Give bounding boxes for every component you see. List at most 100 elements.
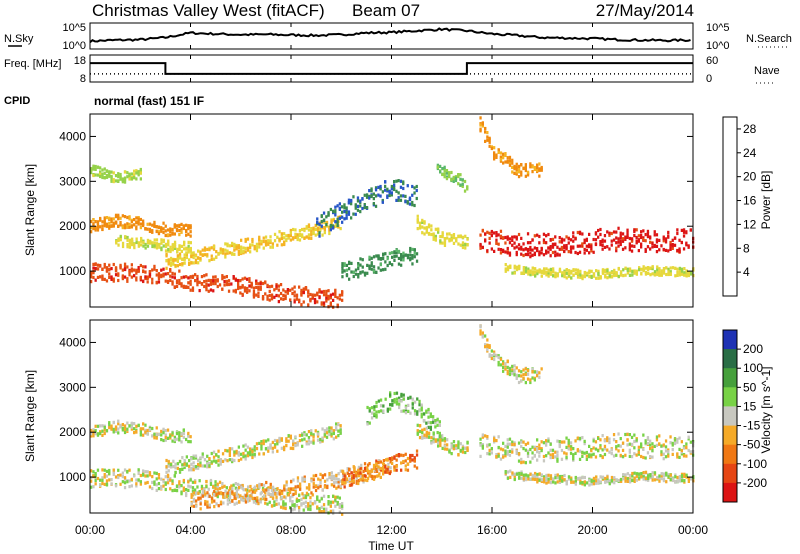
- range-cell: [538, 162, 541, 166]
- range-cell: [325, 427, 329, 431]
- range-cell: [400, 409, 403, 413]
- range-cell: [685, 473, 688, 477]
- range-cell: [633, 476, 636, 480]
- range-cell: [682, 454, 686, 458]
- range-cell: [429, 412, 432, 416]
- range-cell: [199, 500, 202, 504]
- range-cell: [646, 245, 650, 249]
- band-0: [90, 468, 344, 516]
- range-cell: [185, 223, 188, 227]
- range-cell: [212, 275, 215, 279]
- range-cell: [255, 488, 258, 492]
- range-cell: [250, 492, 253, 496]
- range-cell: [189, 275, 192, 279]
- range-cell: [594, 242, 598, 246]
- range-cell: [121, 241, 125, 245]
- range-cell: [244, 237, 247, 242]
- range-cell: [461, 444, 465, 448]
- range-cell: [320, 219, 323, 224]
- range-cell: [690, 272, 693, 276]
- range-cell: [296, 233, 299, 237]
- range-cell: [289, 490, 292, 495]
- range-cell: [157, 225, 161, 230]
- range-cell: [545, 267, 548, 271]
- range-cell: [570, 276, 573, 280]
- range-cell: [213, 493, 216, 497]
- range-cell: [619, 236, 622, 240]
- range-cell: [556, 245, 559, 249]
- range-cell: [119, 175, 122, 179]
- range-cell: [411, 247, 414, 251]
- range-cell: [543, 475, 546, 479]
- range-cell: [293, 285, 296, 289]
- range-cell: [286, 290, 289, 294]
- range-cell: [610, 275, 614, 279]
- range-cell: [382, 472, 385, 476]
- range-cell: [164, 272, 167, 276]
- range-cell: [187, 224, 190, 228]
- range-cell: [165, 465, 168, 469]
- range-cell: [647, 271, 650, 275]
- range-cell: [393, 250, 396, 254]
- range-cell: [531, 272, 534, 276]
- range-cell: [182, 488, 185, 492]
- range-cell: [139, 217, 142, 222]
- range-cell: [260, 440, 263, 444]
- range-cell: [388, 457, 391, 461]
- range-cell: [533, 454, 536, 458]
- range-cell: [391, 461, 394, 465]
- range-cell: [296, 485, 300, 489]
- range-cell: [123, 481, 127, 485]
- range-cell: [235, 245, 238, 249]
- range-cell: [173, 246, 177, 250]
- range-cell: [114, 429, 118, 433]
- range-cell: [493, 350, 496, 354]
- range-cell: [275, 284, 278, 288]
- range-cell: [173, 242, 177, 246]
- range-cell: [511, 368, 514, 372]
- range-cell: [207, 278, 210, 282]
- range-cell: [418, 424, 422, 428]
- range-cell: [592, 446, 595, 450]
- range-cell: [275, 286, 278, 290]
- range-cell: [208, 464, 211, 468]
- range-cell: [328, 472, 331, 476]
- range-cell: [418, 429, 422, 434]
- range-cell: [682, 234, 686, 238]
- range-cell: [330, 219, 333, 223]
- range-cell: [454, 176, 458, 180]
- range-cell: [499, 151, 503, 155]
- range-cell: [225, 283, 228, 287]
- range-cell: [506, 160, 509, 164]
- range-cell: [230, 484, 233, 488]
- range-cell: [640, 242, 643, 246]
- range-cell: [164, 433, 167, 437]
- range-cell: [335, 435, 338, 439]
- range-cell: [524, 381, 527, 385]
- range-cell: [350, 261, 353, 265]
- range-cell: [439, 170, 442, 174]
- range-cell: [517, 374, 521, 378]
- range-cell: [302, 494, 305, 498]
- range-cell: [133, 274, 136, 278]
- range-cell: [142, 473, 145, 477]
- range-cell: [651, 267, 654, 271]
- range-cell: [536, 480, 539, 484]
- range-cell: [228, 486, 232, 490]
- range-cell: [423, 220, 426, 224]
- range-cell: [255, 293, 258, 297]
- range-cell: [685, 230, 688, 234]
- range-cell: [338, 297, 341, 301]
- range-cell: [332, 500, 335, 504]
- range-cell: [563, 249, 566, 254]
- range-cell: [517, 380, 521, 385]
- range-cell: [321, 233, 324, 237]
- range-cell: [642, 236, 645, 240]
- range-cell: [595, 481, 598, 485]
- range-cell: [384, 397, 387, 401]
- range-cell: [421, 218, 424, 222]
- range-cell: [94, 262, 97, 267]
- range-cell: [624, 235, 627, 239]
- range-cell: [96, 267, 100, 271]
- range-cell: [99, 483, 102, 487]
